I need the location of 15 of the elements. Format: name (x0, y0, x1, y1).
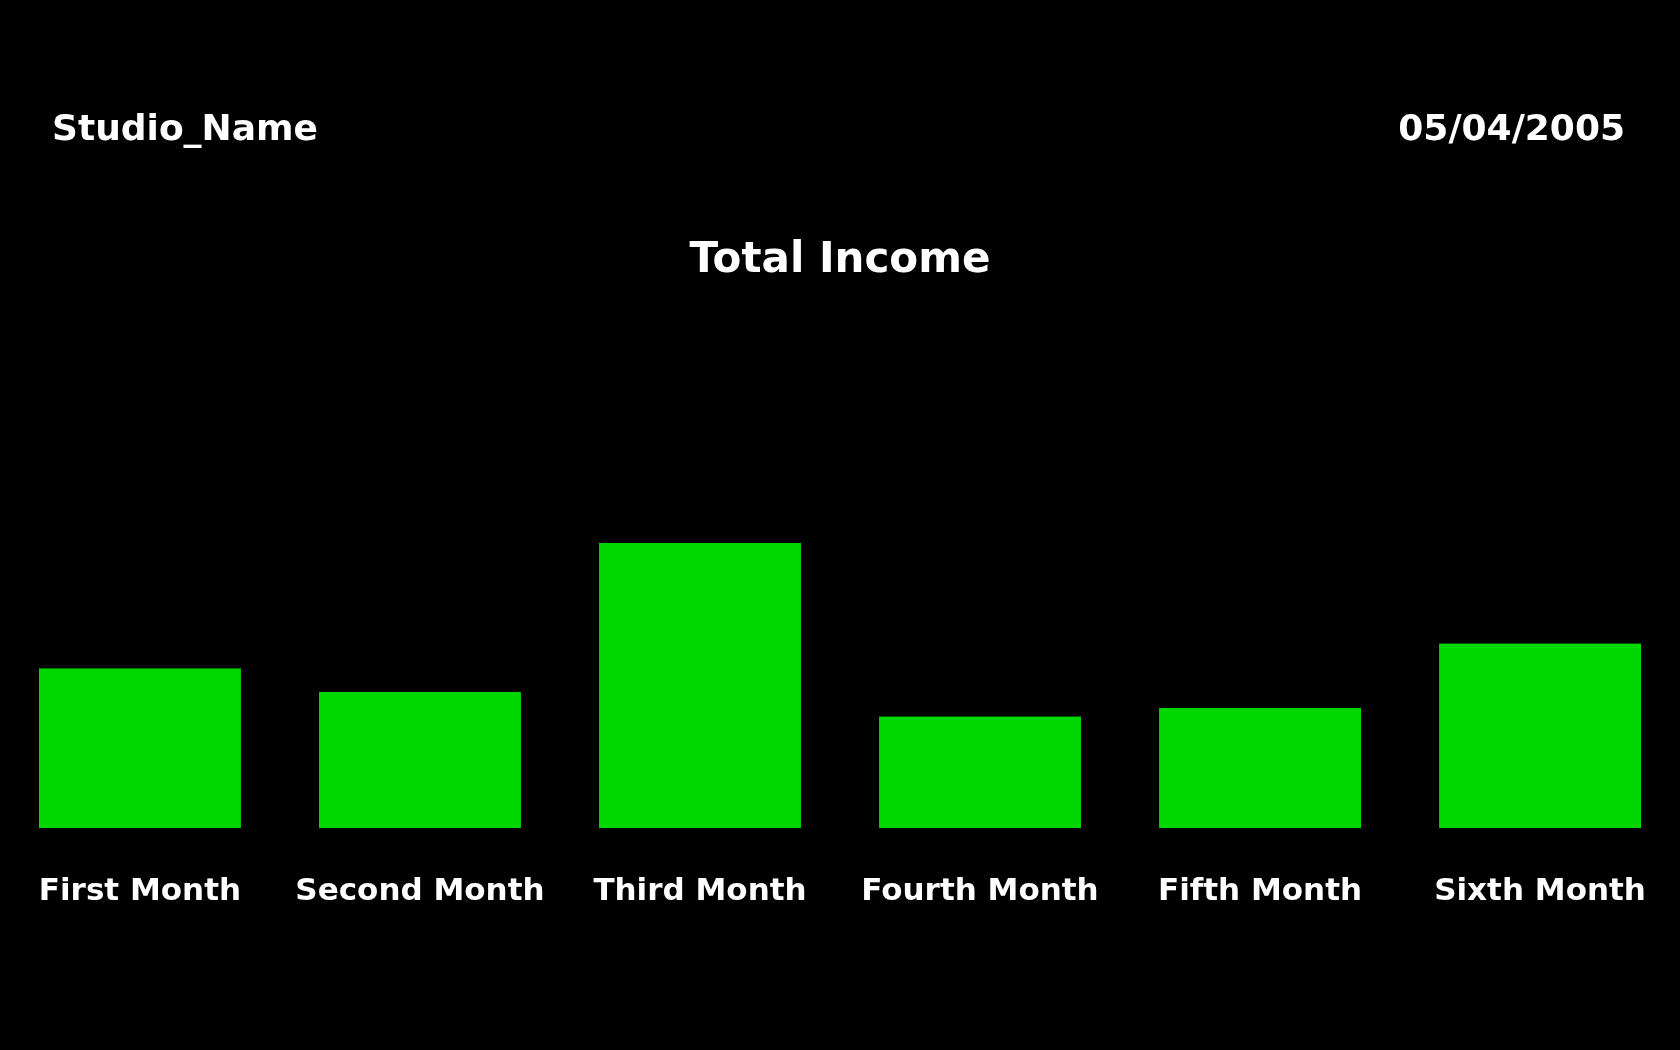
bar (1439, 643, 1641, 828)
bar (879, 716, 1081, 828)
text: 05/04/2005 (1398, 107, 1625, 148)
x-tick-label: Second Month (295, 871, 545, 907)
bar (319, 692, 521, 828)
x-tick-label: Fourth Month (861, 871, 1099, 907)
x-tick-label: First Month (38, 871, 242, 907)
text: Studio_Name (52, 107, 318, 148)
x-tick-label: Fifth Month (1157, 871, 1363, 907)
x-tick-label: Sixth Month (1434, 871, 1646, 907)
bar (1159, 708, 1361, 828)
chart-title: Total Income (689, 233, 991, 282)
bar (599, 543, 801, 828)
x-tick-label: Third Month (593, 871, 807, 907)
bar (39, 668, 241, 828)
